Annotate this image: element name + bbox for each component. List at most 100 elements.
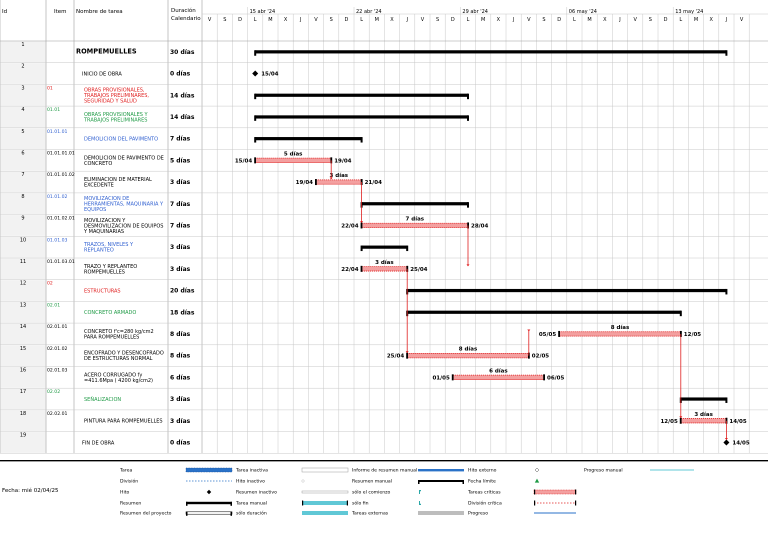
task-name: HERRAMIENTAS, MAQUINARIA Y [84,202,164,208]
task-duration: 0 días [170,71,191,78]
legend-label: sólo el comienzo [352,489,391,496]
task-name: ACERO CORRUGADO fy [84,372,142,378]
legend-manual-summary-rollup-symbol [418,469,464,472]
task-start-marker [679,417,682,424]
day-letter: M [268,17,272,23]
day-letter: J [512,17,514,23]
legend-critical-split-cap [534,500,536,506]
legend-label: Resumen [120,501,141,507]
dependency-arrowhead [527,329,531,332]
critical-task-bar [680,418,727,424]
day-letter: J [725,17,727,23]
legend-project-summary-cap [230,511,232,516]
task-name: DESMOVILIZACION DE EQUIPOS [84,223,163,229]
task-id: 7 [21,172,24,178]
day-letter: L [467,17,470,23]
task-duration-label: 6 días [489,367,508,374]
legend-label: Tareas externas [351,511,389,517]
task-name: EXCEDENTE [84,183,114,189]
summary-bar [407,310,681,314]
task-item-code: 01.01.02.01 [47,216,75,222]
task-duration: 7 días [170,222,191,229]
task-name: MOVILIZACION DE [84,196,129,202]
row-id-bg [0,215,46,236]
task-id: 5 [21,129,24,135]
critical-task-bar [558,331,682,337]
day-letter: V [633,17,637,23]
legend-label: Tarea inactiva [235,468,268,474]
task-duration-label: 8 días [459,346,478,353]
task-start-marker [360,265,363,272]
legend-label: Resumen del proyecto [120,511,172,517]
row-id-bg [0,128,46,149]
legend-external-tasks-symbol [418,511,464,515]
task-duration: 18 días [170,309,195,316]
day-letter: S [223,17,226,23]
col-header-item: Item [54,9,67,15]
legend-label: Tarea manual [235,501,267,507]
task-finish-date: 12/05 [684,332,701,338]
task-item-code: 02 [47,281,53,287]
task-id: 19 [20,433,26,439]
day-letter: L [679,17,682,23]
row-id-bg [0,323,46,345]
legend-manual-cap [302,500,304,506]
task-name: ENCOFRADO Y DESENCOFRADO [84,351,164,357]
legend-critical-split-cap [575,500,577,506]
header-bg [0,0,768,41]
task-name: TRAZOS, NIVELES Y [83,242,134,248]
task-duration: 7 días [170,136,191,143]
task-start-date: 05/05 [539,332,556,338]
summary-bar [680,397,727,401]
task-duration: 3 días [170,244,191,251]
summary-bar [255,50,727,54]
task-duration: 3 días [170,418,191,425]
row-id-bg [0,171,46,193]
summary-bar [361,202,468,206]
row-id-bg [0,280,46,301]
day-letter: L [573,17,576,23]
row-id-bg [0,106,46,128]
summary-bar-cap-right [467,202,469,208]
day-letter: M [694,17,698,23]
task-duration: 6 días [170,374,191,381]
row-id-bg [0,388,46,410]
task-id: 16 [20,368,26,374]
row-id-bg [0,236,46,258]
day-letter: S [436,17,439,23]
legend-critical-cap [534,489,536,495]
task-duration: 20 días [170,288,195,295]
task-name: DEMOLICION DE PAVIMENTO DE [84,155,164,161]
task-name: ELIMINACION DE MATERIAL [84,177,152,183]
task-item-code: 02.01.02 [47,346,68,352]
task-id: 18 [20,411,26,417]
summary-bar-cap-left [254,137,257,143]
task-name: OBRAS PROVISIONALES, [84,88,145,94]
critical-task-bar [406,353,530,359]
task-id: 17 [20,389,26,395]
legend-summary-symbol [186,501,232,505]
legend-label: Hito externo [468,468,497,474]
row-id-bg [0,63,46,84]
legend-finish-only-symbol [419,501,421,505]
legend-critical-task-symbol [533,489,577,495]
day-letter: L [254,17,257,23]
day-letter: M [481,17,485,23]
legend-critical-cap [575,489,577,495]
critical-task-bar [315,179,362,185]
dependency-arrowhead [329,177,333,180]
critical-task-bar [361,266,408,272]
task-item-code: 01.01.02 [47,194,68,200]
task-start-marker [360,222,363,229]
task-start-date: 25/04 [387,354,404,360]
legend-summary-cap [230,501,232,506]
task-duration: 30 días [170,49,195,56]
task-name: TRABAJOS PRELIMINARES [83,118,147,124]
task-name: TRABAJOS PRELIMINARES, [83,93,149,99]
task-duration-label: 3 días [330,172,349,179]
legend-start-only-symbol [419,490,421,494]
legend-label: sólo fin [352,500,369,507]
summary-bar-cap-right [725,288,728,295]
dependency-arrowhead [405,351,409,354]
row-id-bg [0,41,46,63]
